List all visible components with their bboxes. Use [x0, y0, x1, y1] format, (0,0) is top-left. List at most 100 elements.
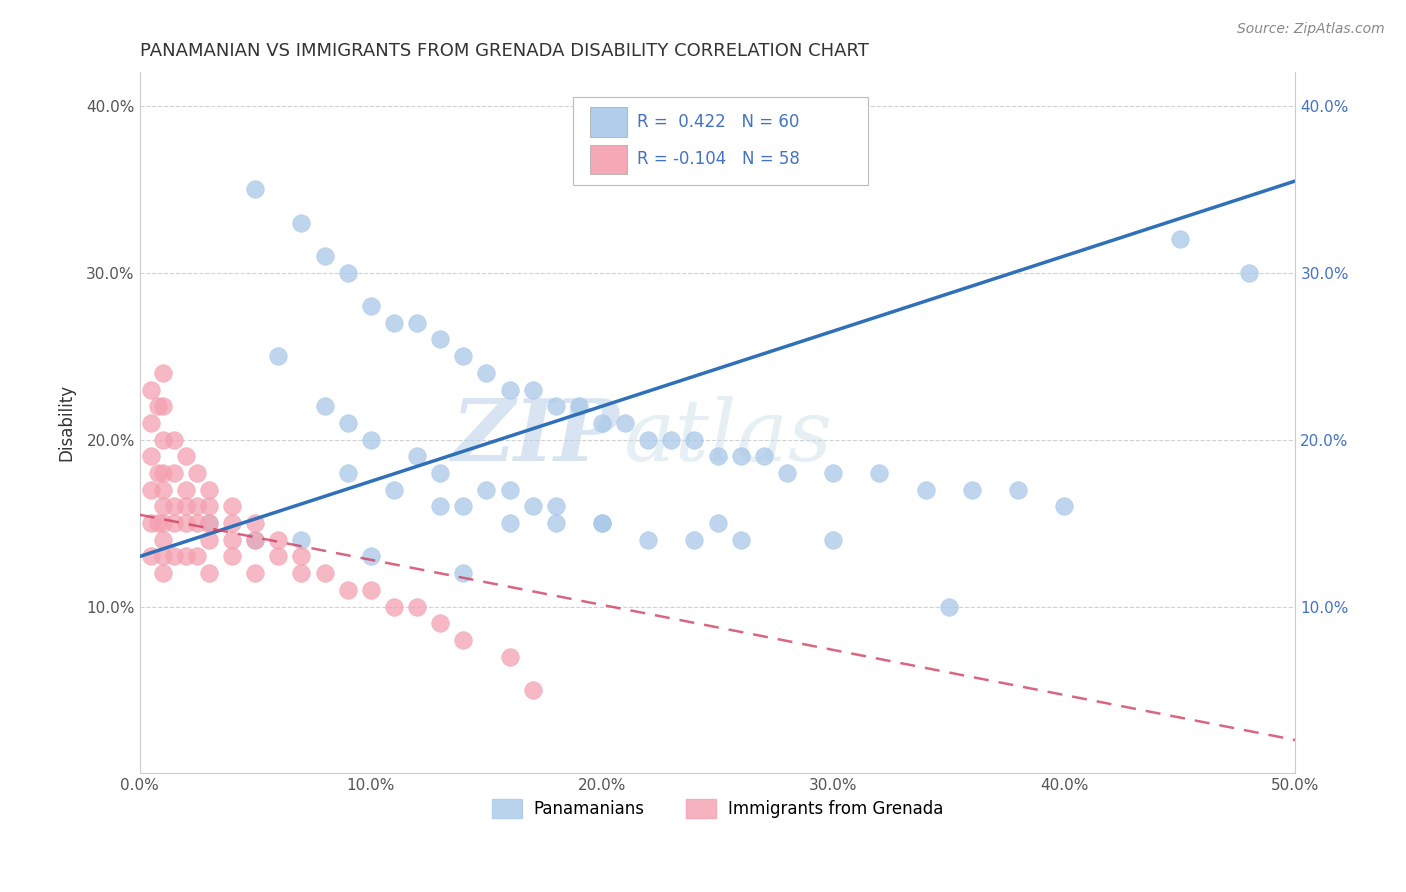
Point	[429, 333, 451, 347]
Point	[163, 466, 186, 480]
Point	[498, 383, 520, 397]
Point	[152, 533, 174, 547]
Point	[730, 450, 752, 464]
Point	[146, 466, 169, 480]
Point	[336, 416, 359, 430]
Point	[290, 549, 312, 564]
Point	[221, 549, 243, 564]
Point	[568, 399, 591, 413]
Point	[174, 483, 197, 497]
Point	[498, 516, 520, 530]
Point	[174, 549, 197, 564]
Point	[163, 500, 186, 514]
Point	[382, 599, 405, 614]
Point	[141, 416, 163, 430]
Point	[152, 566, 174, 581]
Text: ZIP: ZIP	[451, 395, 619, 479]
Point	[591, 516, 613, 530]
Point	[683, 533, 706, 547]
Point	[614, 416, 637, 430]
Point	[453, 566, 475, 581]
Point	[245, 533, 267, 547]
Point	[290, 216, 312, 230]
Point	[706, 450, 728, 464]
Point	[141, 549, 163, 564]
Point	[1053, 500, 1076, 514]
Point	[336, 466, 359, 480]
Text: PANAMANIAN VS IMMIGRANTS FROM GRENADA DISABILITY CORRELATION CHART: PANAMANIAN VS IMMIGRANTS FROM GRENADA DI…	[139, 42, 869, 60]
Point	[868, 466, 890, 480]
Point	[152, 500, 174, 514]
Point	[198, 483, 221, 497]
Point	[141, 383, 163, 397]
Point	[591, 416, 613, 430]
Point	[152, 366, 174, 380]
Point	[522, 683, 544, 698]
Point	[637, 533, 659, 547]
Point	[152, 433, 174, 447]
Point	[198, 516, 221, 530]
Point	[544, 500, 567, 514]
Point	[475, 366, 498, 380]
Point	[186, 500, 208, 514]
Point	[406, 599, 429, 614]
Text: R = -0.104   N = 58: R = -0.104 N = 58	[637, 151, 800, 169]
Point	[198, 533, 221, 547]
Point	[406, 450, 429, 464]
Point	[544, 399, 567, 413]
Point	[152, 549, 174, 564]
Text: R =  0.422   N = 60: R = 0.422 N = 60	[637, 113, 799, 131]
Point	[429, 616, 451, 631]
Point	[221, 500, 243, 514]
Point	[360, 433, 382, 447]
Point	[152, 516, 174, 530]
Point	[267, 549, 290, 564]
Point	[267, 349, 290, 363]
Point	[706, 516, 728, 530]
Point	[146, 399, 169, 413]
Point	[429, 500, 451, 514]
Point	[141, 450, 163, 464]
Y-axis label: Disability: Disability	[58, 384, 75, 461]
Point	[152, 483, 174, 497]
Point	[522, 383, 544, 397]
Point	[382, 316, 405, 330]
Point	[522, 500, 544, 514]
Point	[174, 450, 197, 464]
Point	[314, 566, 336, 581]
Point	[221, 533, 243, 547]
Point	[174, 500, 197, 514]
Point	[360, 582, 382, 597]
Point	[1007, 483, 1029, 497]
Point	[960, 483, 983, 497]
Point	[1237, 266, 1260, 280]
Point	[290, 566, 312, 581]
FancyBboxPatch shape	[591, 145, 627, 174]
Point	[146, 516, 169, 530]
Point	[498, 483, 520, 497]
Point	[453, 632, 475, 647]
Point	[637, 433, 659, 447]
Point	[245, 566, 267, 581]
Point	[406, 316, 429, 330]
Point	[683, 433, 706, 447]
Point	[141, 516, 163, 530]
Point	[453, 349, 475, 363]
Point	[141, 483, 163, 497]
Point	[938, 599, 960, 614]
Point	[475, 483, 498, 497]
Point	[1168, 232, 1191, 246]
Point	[267, 533, 290, 547]
Point	[544, 516, 567, 530]
Point	[498, 649, 520, 664]
Text: Source: ZipAtlas.com: Source: ZipAtlas.com	[1237, 22, 1385, 37]
Point	[163, 516, 186, 530]
Point	[245, 516, 267, 530]
Point	[198, 500, 221, 514]
Point	[186, 516, 208, 530]
Point	[186, 466, 208, 480]
Point	[186, 549, 208, 564]
Point	[290, 533, 312, 547]
Point	[730, 533, 752, 547]
Point	[823, 466, 845, 480]
